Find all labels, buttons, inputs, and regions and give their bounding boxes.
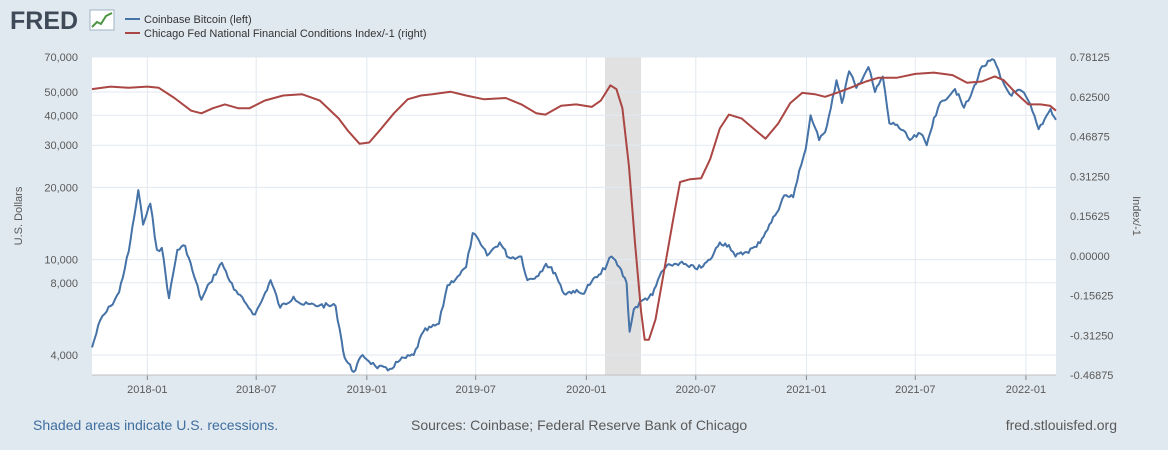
x-tick-label: 2021-07: [895, 384, 935, 396]
y-left-tick-label: 4,000: [50, 350, 78, 362]
x-tick-label: 2018-01: [127, 384, 167, 396]
y-left-tick-label: 30,000: [44, 140, 78, 152]
y-left-tick-label: 40,000: [44, 110, 78, 122]
legend: Coinbase Bitcoin (left) Chicago Fed Natio…: [125, 14, 426, 40]
y-left-tick-label: 50,000: [44, 87, 78, 99]
y-left-axis-title: U.S. Dollars: [13, 186, 25, 245]
y-right-tick-label: -0.46875: [1070, 370, 1113, 382]
y-right-tick-label: 0.15625: [1070, 211, 1110, 223]
y-left-tick-label: 20,000: [44, 182, 78, 194]
fred-logo-icon: [89, 9, 115, 31]
x-tick-label: 2020-01: [566, 384, 606, 396]
sources-note: Sources: Coinbase; Federal Reserve Bank …: [411, 417, 748, 433]
y-right-tick-label: 0.46875: [1070, 132, 1110, 144]
x-tick-label: 2022-01: [1006, 384, 1046, 396]
site-link[interactable]: fred.stlouisfed.org: [1005, 417, 1117, 433]
y-right-tick-label: 0.62500: [1070, 92, 1110, 104]
series-line-bitcoin: [91, 58, 1057, 373]
x-tick-label: 2021-01: [786, 384, 826, 396]
x-tick-label: 2019-01: [347, 384, 387, 396]
fred-logo-text: FRED: [10, 7, 78, 35]
legend-item: Coinbase Bitcoin (left): [144, 14, 252, 26]
x-tick-label: 2018-07: [236, 384, 276, 396]
legend-item: Chicago Fed National Financial Condition…: [144, 28, 426, 40]
fred-logo[interactable]: FRED: [10, 7, 115, 35]
y-right-tick-label: -0.31250: [1070, 330, 1113, 342]
recession-shade: [604, 57, 642, 375]
y-right-tick-label: 0.00000: [1070, 251, 1110, 263]
y-right-axis-title: Index/-1: [1130, 196, 1142, 236]
x-tick-label: 2019-07: [455, 384, 495, 396]
y-left-tick-label: 10,000: [44, 255, 78, 267]
y-right-tick-label: 0.31250: [1070, 171, 1110, 183]
x-tick-label: 2020-07: [676, 384, 716, 396]
y-left-tick-label: 70,000: [44, 52, 78, 64]
y-right-tick-label: -0.15625: [1070, 291, 1113, 303]
series-line-nfci: [91, 71, 1057, 341]
y-right-tick-label: 0.78125: [1070, 52, 1110, 64]
y-left-tick-label: 8,000: [50, 278, 78, 290]
plot-area: [92, 57, 1056, 375]
recession-note[interactable]: Shaded areas indicate U.S. recessions.: [33, 417, 279, 433]
